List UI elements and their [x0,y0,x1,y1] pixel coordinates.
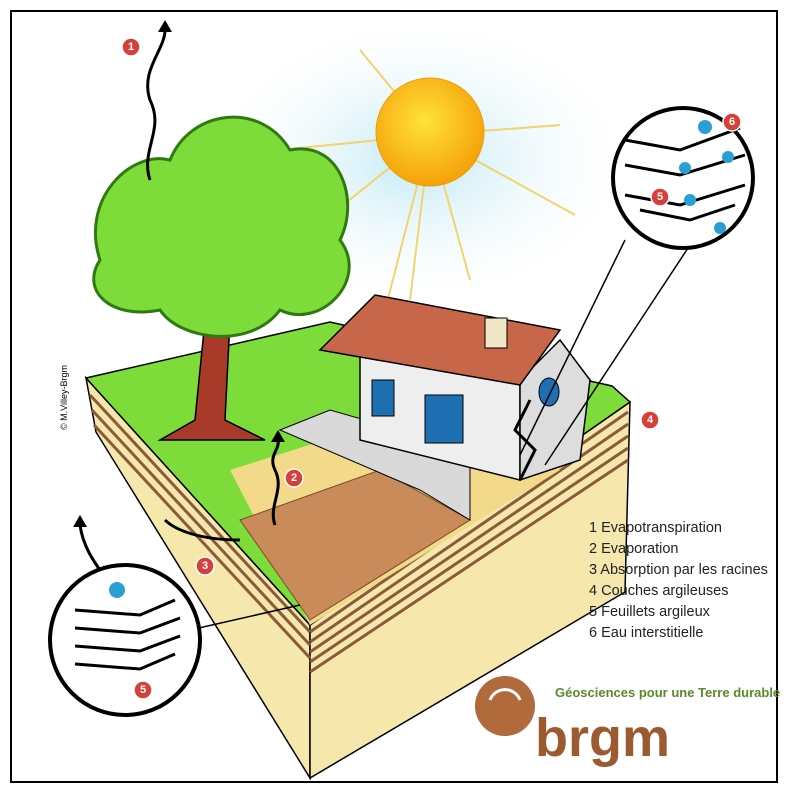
badge-number: 3 [202,560,208,572]
sun [376,78,484,186]
arrow-head [73,515,87,527]
badge-number: 5 [140,684,146,696]
chimney [485,318,507,348]
logo-mark [475,676,535,736]
logo-name: brgm [535,708,670,768]
scene: Géosciences pour une Terre durable brgm … [0,0,788,793]
window [372,380,394,416]
legend-item: 4 Couches argileuses [589,581,779,602]
legend-item: 6 Eau interstitielle [589,623,779,644]
badge-number: 2 [291,472,297,484]
water-drop [109,582,125,598]
credit: © M.Villey-Brgm [59,365,69,430]
badge-number: 1 [128,41,134,53]
legend-item: 1 Evapotranspiration [589,518,779,539]
illustration: Géosciences pour une Terre durable brgm … [0,0,788,793]
badge-number: 6 [729,116,735,128]
window [425,395,463,443]
zoom-circle [50,565,200,715]
arrow-head [158,20,172,32]
tree-canopy [94,117,349,336]
legend-item: 3 Absorption par les racines [589,560,779,581]
badge-number: 4 [647,414,654,426]
badge-number: 5 [657,191,663,203]
logo-tagline: Géosciences pour une Terre durable [555,685,780,700]
legend-item: 2 Evaporation [589,539,779,560]
legend-item: 5 Feuillets argileux [589,602,779,623]
